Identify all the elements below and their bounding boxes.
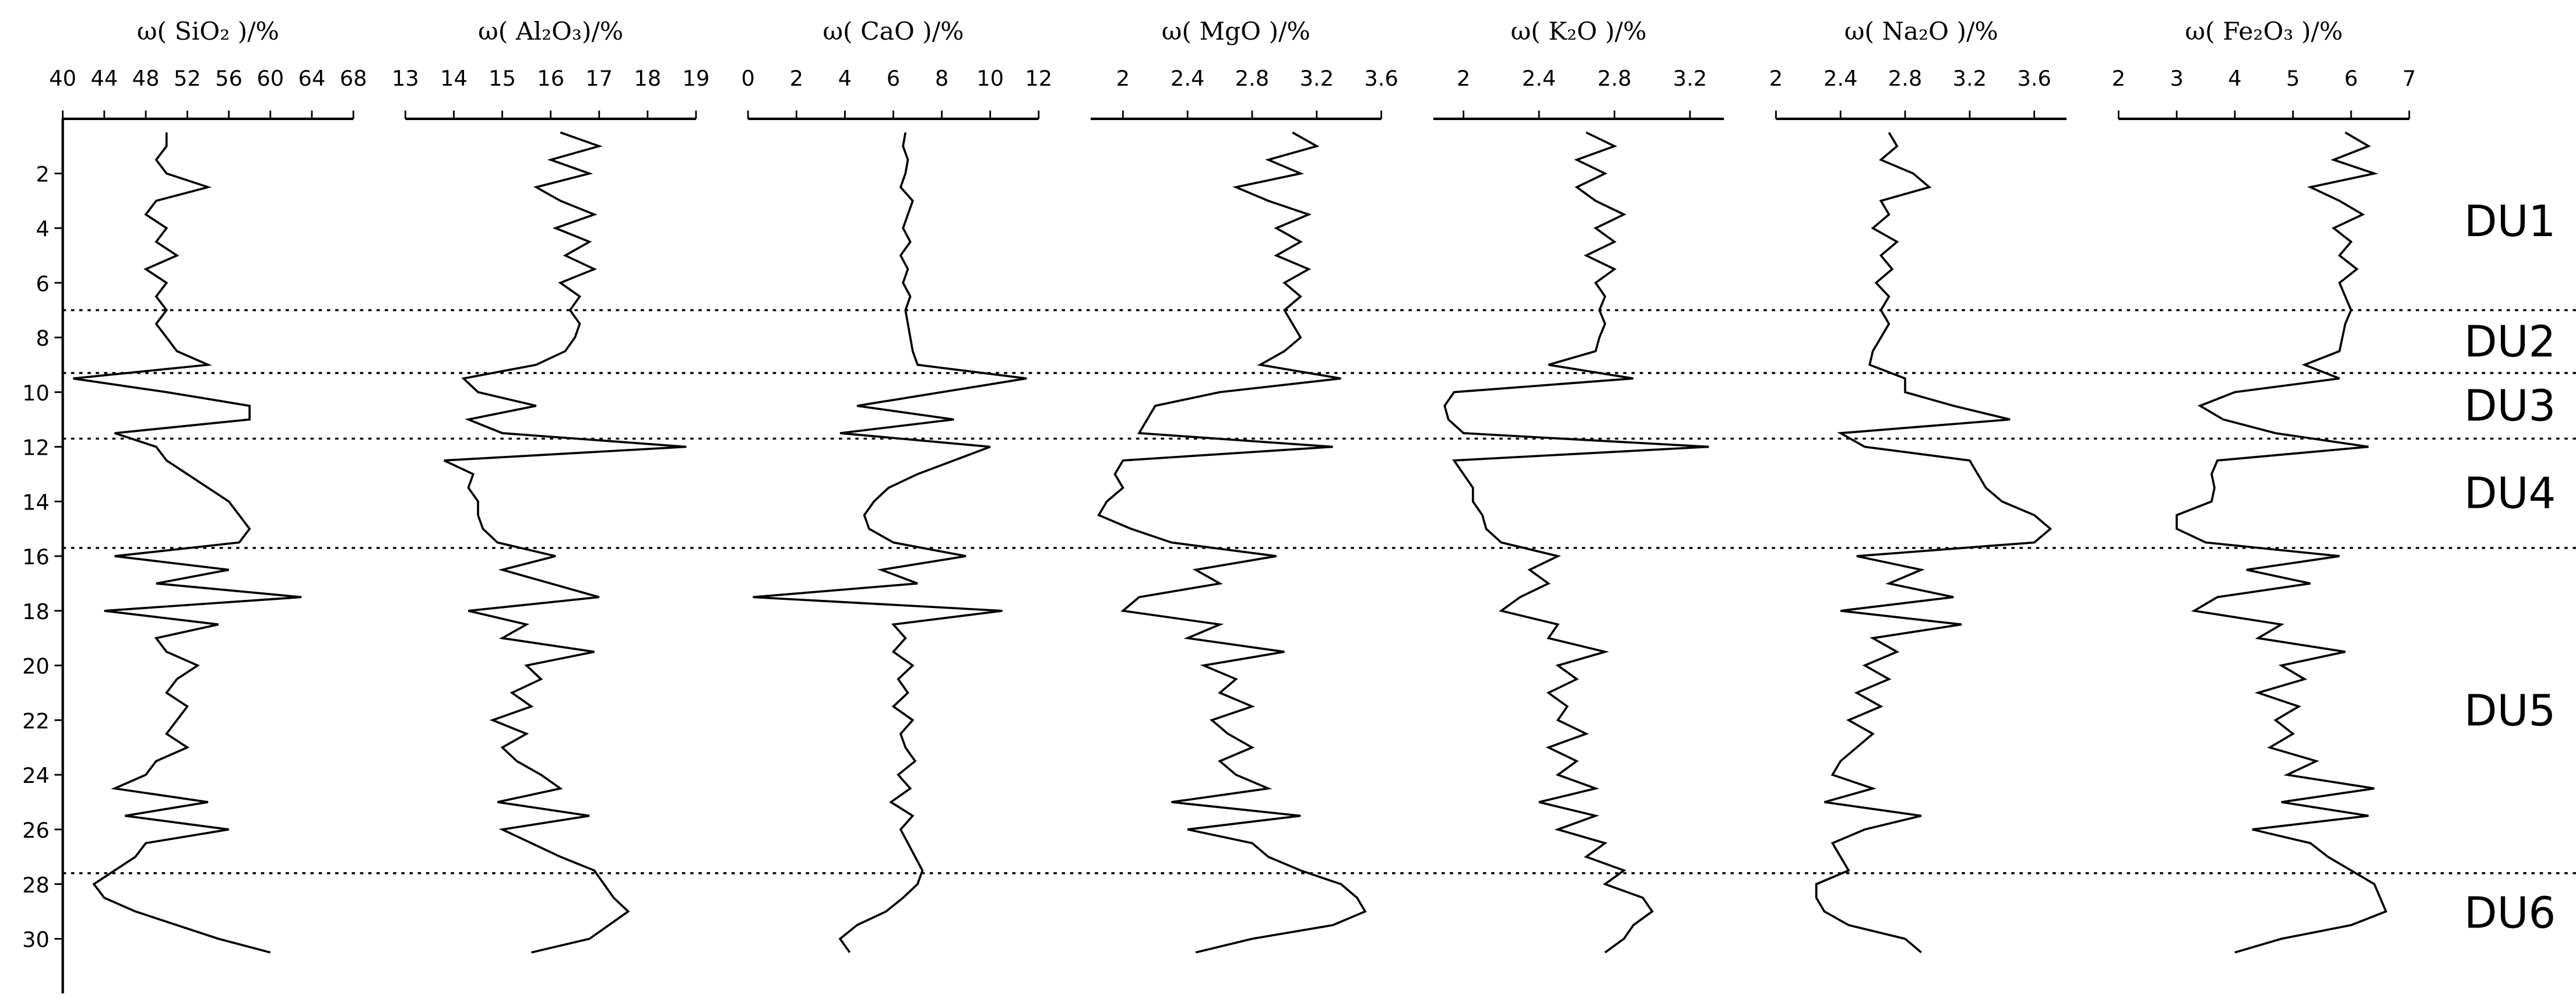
- x-tick-label: 3.2: [1299, 66, 1334, 91]
- y-tick-label: 18: [22, 599, 50, 624]
- x-tick-label: 2: [1457, 66, 1470, 91]
- y-tick-label: 10: [22, 381, 50, 406]
- x-tick-label: 52: [174, 66, 201, 91]
- x-tick-label: 64: [298, 66, 326, 91]
- y-tick-label: 2: [36, 162, 50, 187]
- unit-label: DU5: [2464, 686, 2556, 736]
- x-tick-label: 40: [49, 66, 76, 91]
- x-tick-label: 5: [2286, 66, 2300, 91]
- profile-line: [1097, 131, 1367, 954]
- y-tick-label: 12: [22, 435, 50, 461]
- x-tick-label: 17: [585, 66, 613, 91]
- y-tick-label: 6: [36, 271, 50, 296]
- y-tick-label: 30: [22, 927, 50, 953]
- panel-title: ω( CaO )/%: [823, 17, 964, 46]
- x-tick-label: 2.4: [1823, 66, 1858, 91]
- x-tick-label: 18: [634, 66, 661, 91]
- y-tick-label: 26: [22, 818, 50, 843]
- x-tick-label: 2: [2112, 66, 2125, 91]
- x-tick-label: 2: [790, 66, 803, 91]
- x-tick-label: 2.8: [1597, 66, 1632, 91]
- y-tick-label: 22: [22, 708, 50, 733]
- profile-line: [1815, 132, 2053, 954]
- x-tick-label: 16: [537, 66, 564, 91]
- x-tick-label: 56: [215, 66, 243, 91]
- panel-title: ω( SiO₂ )/%: [137, 17, 279, 46]
- x-tick-label: 2.4: [1171, 66, 1205, 91]
- profile-line: [1443, 131, 1709, 954]
- x-tick-label: 3.2: [1953, 66, 1987, 91]
- panel-title: ω( MgO )/%: [1162, 17, 1310, 46]
- profile-line: [444, 131, 687, 954]
- panel-title: ω( K₂O )/%: [1511, 17, 1647, 46]
- x-tick-label: 4: [2228, 66, 2241, 91]
- x-tick-label: 13: [392, 66, 419, 91]
- unit-label: DU6: [2464, 888, 2556, 938]
- unit-label: DU4: [2464, 469, 2556, 519]
- panel-title: ω( Al₂O₃)/%: [478, 17, 623, 46]
- x-tick-label: 60: [256, 66, 284, 91]
- x-tick-label: 0: [741, 66, 754, 91]
- y-tick-label: 28: [22, 873, 50, 898]
- y-tick-label: 8: [36, 326, 50, 351]
- x-tick-label: 48: [132, 66, 160, 91]
- x-tick-label: 10: [976, 66, 1004, 91]
- y-tick-label: 14: [22, 490, 50, 515]
- x-tick-label: 4: [838, 66, 852, 91]
- x-tick-label: 2.8: [1235, 66, 1270, 91]
- x-tick-label: 14: [440, 66, 468, 91]
- x-tick-label: 7: [2402, 66, 2416, 91]
- panel-title: ω( Na₂O )/%: [1844, 17, 1998, 46]
- x-tick-label: 8: [935, 66, 948, 91]
- panel-title: ω( Fe₂O₃ )/%: [2185, 17, 2343, 46]
- profile-line: [73, 132, 302, 954]
- profile-line: [2176, 131, 2388, 954]
- x-tick-label: 6: [887, 66, 900, 91]
- y-tick-label: 24: [22, 763, 50, 788]
- y-tick-label: 16: [22, 544, 50, 570]
- x-tick-label: 2: [1116, 66, 1130, 91]
- x-tick-label: 6: [2344, 66, 2357, 91]
- unit-label: DU3: [2464, 382, 2556, 431]
- x-tick-label: 2: [1769, 66, 1783, 91]
- unit-label: DU1: [2464, 197, 2556, 247]
- x-tick-label: 3.6: [2017, 66, 2051, 91]
- x-tick-label: 2.8: [1888, 66, 1923, 91]
- x-tick-label: 2.4: [1522, 66, 1556, 91]
- x-tick-label: 68: [340, 66, 367, 91]
- x-tick-label: 3: [2170, 66, 2183, 91]
- y-tick-label: 4: [36, 217, 50, 242]
- x-tick-label: 3.6: [1364, 66, 1398, 91]
- x-tick-label: 19: [683, 66, 710, 91]
- x-tick-label: 15: [489, 66, 516, 91]
- x-tick-label: 44: [90, 66, 118, 91]
- profile-line: [753, 132, 1027, 953]
- y-tick-label: 20: [22, 654, 50, 679]
- x-tick-label: 3.2: [1673, 66, 1707, 91]
- x-tick-label: 12: [1025, 66, 1052, 91]
- unit-label: DU2: [2464, 317, 2556, 367]
